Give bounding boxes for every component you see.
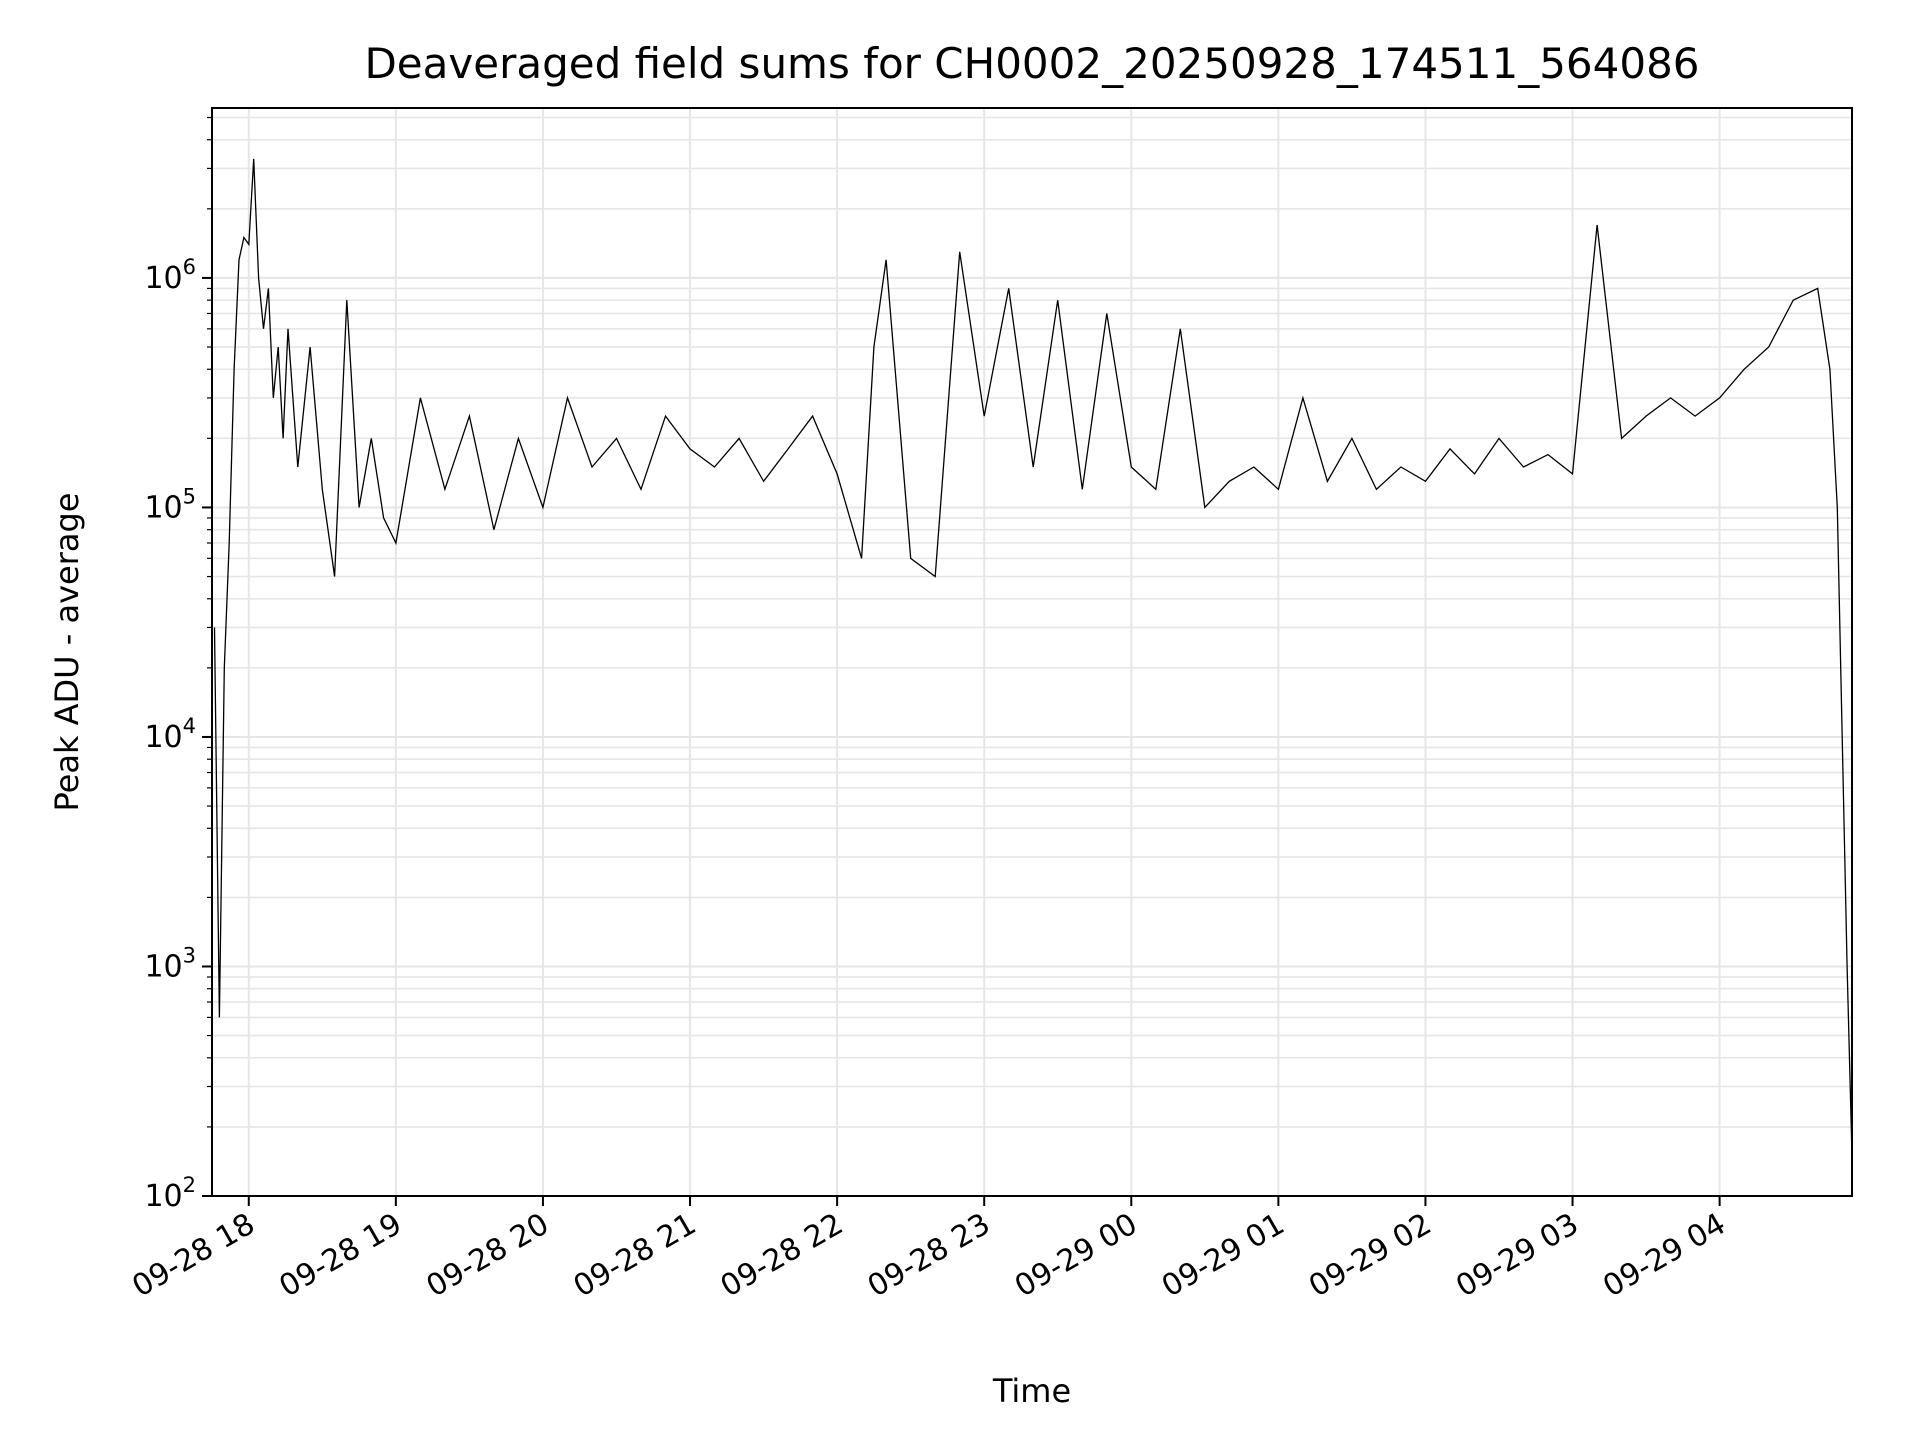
x-axis-title: Time: [992, 1372, 1071, 1410]
axes-frame: [211, 107, 1853, 1197]
grid: [212, 108, 1852, 1197]
chart-title: Deaveraged field sums for CH0002_2025092…: [364, 39, 1699, 88]
y-tick-label: 106: [144, 255, 196, 296]
ticks: [202, 116, 1721, 1206]
series-line: [213, 158, 1853, 1156]
y-tick-label: 102: [144, 1173, 196, 1214]
plot-area: [213, 158, 1853, 1156]
y-tick-label: 103: [144, 943, 196, 984]
y-tick-label: 104: [144, 714, 196, 755]
y-tick-label: 105: [144, 484, 196, 525]
y-axis-title: Peak ADU - average: [48, 493, 86, 812]
